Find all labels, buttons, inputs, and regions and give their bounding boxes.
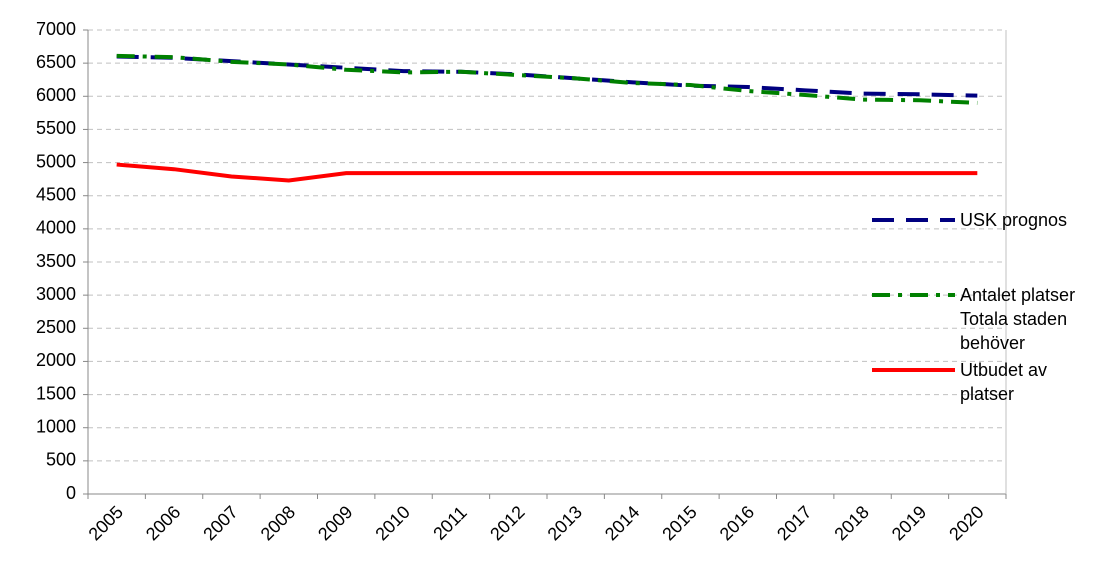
x-tick-label: 2012: [486, 502, 528, 544]
y-tick-label: 5000: [36, 151, 76, 171]
legend-label: USK prognos: [960, 210, 1068, 230]
x-tick-label: 2016: [716, 502, 758, 544]
x-tick-label: 2011: [429, 502, 471, 544]
x-tick-label: 2009: [314, 502, 356, 544]
y-tick-label: 4000: [36, 218, 76, 238]
y-tick-label: 500: [46, 450, 76, 470]
y-tick-label: 3500: [36, 251, 76, 271]
y-tick-label: 1000: [36, 416, 76, 436]
y-tick-label: 6000: [36, 85, 76, 105]
y-tick-label: 5500: [36, 118, 76, 138]
y-tick-label: 6500: [36, 52, 76, 72]
x-tick-label: 2017: [773, 502, 815, 544]
line-series: [116, 53, 978, 105]
x-tick-label: 2005: [85, 502, 127, 544]
x-tick-label: 2007: [199, 502, 241, 544]
y-tick-label: 1500: [36, 383, 76, 403]
legend-label: Antalet platser Totala staden behöver: [960, 285, 1076, 353]
y-tick-label: 2000: [36, 350, 76, 370]
x-tick-label: 2008: [257, 502, 299, 544]
y-tick-label: 2500: [36, 317, 76, 337]
y-tick-label: 3000: [36, 284, 76, 304]
x-tick-label: 2018: [830, 502, 872, 544]
x-tick-label: 2019: [888, 502, 930, 544]
x-tick-label: 2006: [142, 502, 184, 544]
legend-label: Utbudet av platser: [960, 360, 1048, 404]
y-tick-label: 0: [66, 483, 76, 503]
x-tick-label: 2010: [371, 502, 413, 544]
y-tick-label: 7000: [36, 19, 76, 39]
x-tick-label: 2020: [945, 502, 987, 544]
x-tick-label: 2013: [544, 502, 586, 544]
x-tick-label: 2014: [601, 502, 643, 544]
y-tick-label: 4500: [36, 184, 76, 204]
x-tick-label: 2015: [658, 502, 700, 544]
line-series: [116, 162, 978, 183]
